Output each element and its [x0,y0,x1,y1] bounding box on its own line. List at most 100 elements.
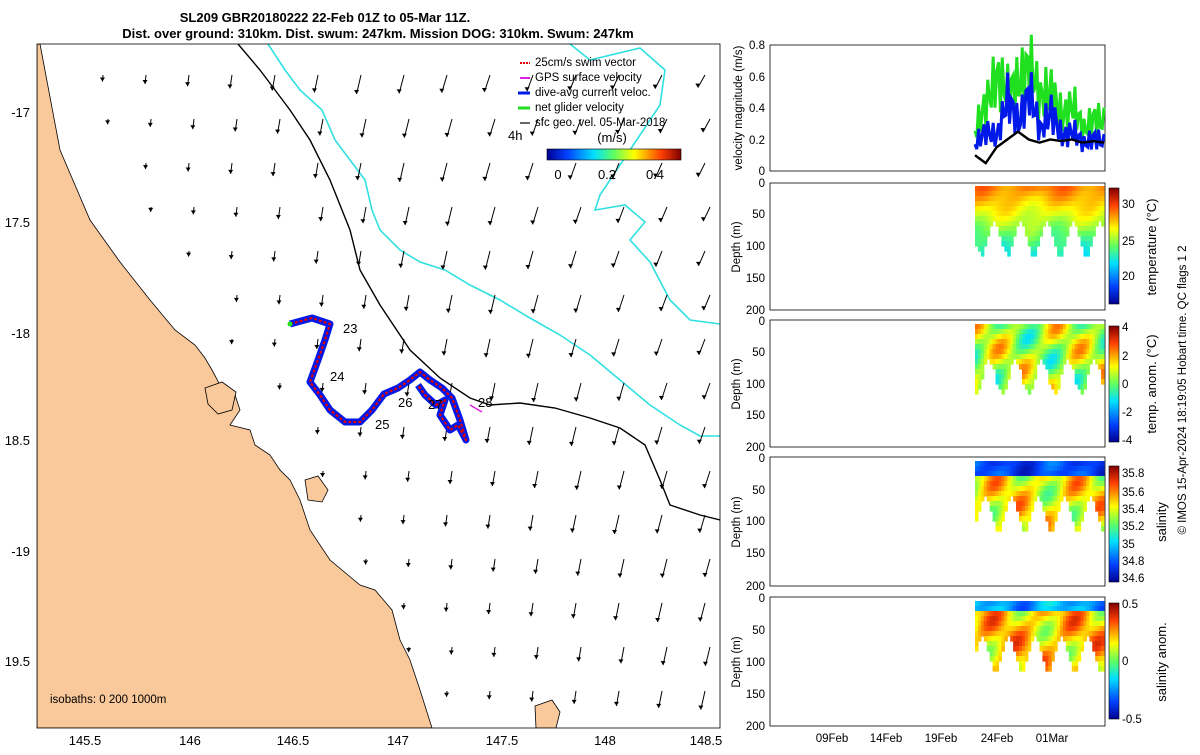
heatmap-cell [1101,354,1105,360]
heatmap-cell [1063,359,1067,365]
day-label-23: 23 [343,321,357,336]
heatmap-cell [1075,666,1079,672]
depth-tick: 100 [746,516,765,528]
heatmap-cell [1063,241,1067,247]
heatmap-cell [1101,369,1105,375]
temp-anomaly-panel: 0 50 100 150 200 Depth (m) 4 2 0 -2 -4 t… [731,316,1159,454]
heatmap-cell [1040,226,1044,232]
heatmap-cell [1101,506,1105,512]
date-tick: 14Feb [870,733,903,745]
heatmap-cell [981,251,985,257]
heatmap-cell [1101,196,1105,202]
heatmap-cell [1101,461,1105,467]
day-label-24: 24 [330,369,344,384]
depth-tick: 150 [746,410,765,422]
date-tick: 19Feb [925,733,958,745]
date-tick: 01Mar [1036,733,1069,745]
depth-tick: 100 [746,379,765,391]
vel-ytick: 0 [759,166,765,178]
heatmap-cell [1010,359,1014,365]
heatmap-cell [1022,666,1026,672]
heatmap-cell [1101,364,1105,370]
heatmap-cell [1051,521,1055,527]
heatmap-cell [1101,656,1105,662]
timeseries-panels: 0 0.2 0.4 0.6 0.8 velocity magnitude (m/… [731,35,1189,745]
heatmap-cell [1083,506,1087,512]
map-xtick: 148 [594,733,616,748]
heatmap-cell [1057,384,1061,390]
heatmap-cell [1086,246,1090,252]
copyright-note: © IMOS 15-Apr-2024 18:19:05 Hobart time.… [1177,245,1189,534]
heatmap-cell [1060,496,1064,502]
heatmap-cell [1083,636,1087,642]
heatmap-cell [1001,646,1005,652]
heatmap-cell [1101,374,1105,380]
heatmap-cell [1101,216,1105,222]
heatmap-cell [1101,636,1105,642]
heatmap-cell [1101,206,1105,212]
heatmap-cell [1054,511,1058,517]
heatmap-cell [1001,511,1005,517]
heatmap-cell [1101,511,1105,517]
heatmap-cell [1101,481,1105,487]
heatmap-cell [1086,364,1090,370]
heatmap-cell [1034,369,1038,375]
title-line-2: Dist. over ground: 310km. Dist. swum: 24… [122,26,634,41]
heatmap-cell [1075,661,1079,667]
heatmap-cell [1083,384,1087,390]
heatmap-cell [990,221,994,227]
legend-item-gps-velocity: GPS surface velocity [535,72,642,84]
temperature-colorbar [1109,188,1119,304]
heatmap-cell [1004,384,1008,390]
heatmap-cell [1013,226,1017,232]
heatmap-cell [1054,516,1058,522]
heatmap-cell [1078,526,1082,532]
map-ytick: 17.5 [5,215,30,230]
depth-tick: 0 [759,593,765,605]
heatmap-cell [1010,236,1014,242]
vel-ytick: 0.2 [749,135,765,147]
heatmap-cell [1028,516,1032,522]
salinity-anomaly-colorbar [1109,603,1119,719]
depth-ylabel: Depth (m) [731,221,743,272]
cbar-label: salinity anom. [1154,622,1169,701]
map-panel: 23 24 25 26 27 28 145.5 146 146.5 147 14… [5,44,723,748]
heatmap-cell [998,651,1002,657]
colorbar-tick: 0 [554,167,561,182]
depth-tick: 0 [759,453,765,465]
map-xtick: 146.5 [277,733,310,748]
depth-tick: 0 [759,316,765,328]
velocity-magnitude-panel: 0 0.2 0.4 0.6 0.8 velocity magnitude (m/… [733,35,1105,178]
cbar-tick: 2 [1122,351,1128,363]
heatmap-cell [1101,521,1105,527]
heatmap-cell [1060,251,1064,257]
heatmap-cell [1101,476,1105,482]
heatmap-cell [1031,506,1035,512]
cbar-tick: -2 [1122,407,1132,419]
heatmap-cell [975,511,979,517]
heatmap-cell [996,666,1000,672]
cbar-tick: 30 [1122,199,1135,211]
heatmap-cell [1025,656,1029,662]
heatmap-cell [1101,626,1105,632]
cbar-tick: 4 [1122,322,1129,334]
heatmap-cell [1042,221,1046,227]
heatmap-cell [987,231,991,237]
heatmap-cell [1028,646,1032,652]
depth-tick: 100 [746,657,765,669]
heatmap-cell [1001,516,1005,522]
depth-tick: 200 [746,581,765,593]
heatmap-cell [1034,374,1038,380]
heatmap-cell [1101,349,1105,355]
date-tick: 09Feb [816,733,849,745]
map-xtick: 145.5 [69,733,102,748]
map-ytick: -17 [11,105,30,120]
cbar-tick: -0.5 [1122,714,1142,726]
heatmap-cell [1081,511,1085,517]
heatmap-cell [1054,389,1058,395]
heatmap-cell [998,656,1002,662]
heatmap-cell [1089,236,1093,242]
depth-ylabel: Depth (m) [731,636,743,687]
heatmap-cell [1004,636,1008,642]
heatmap-cell [1001,641,1005,647]
